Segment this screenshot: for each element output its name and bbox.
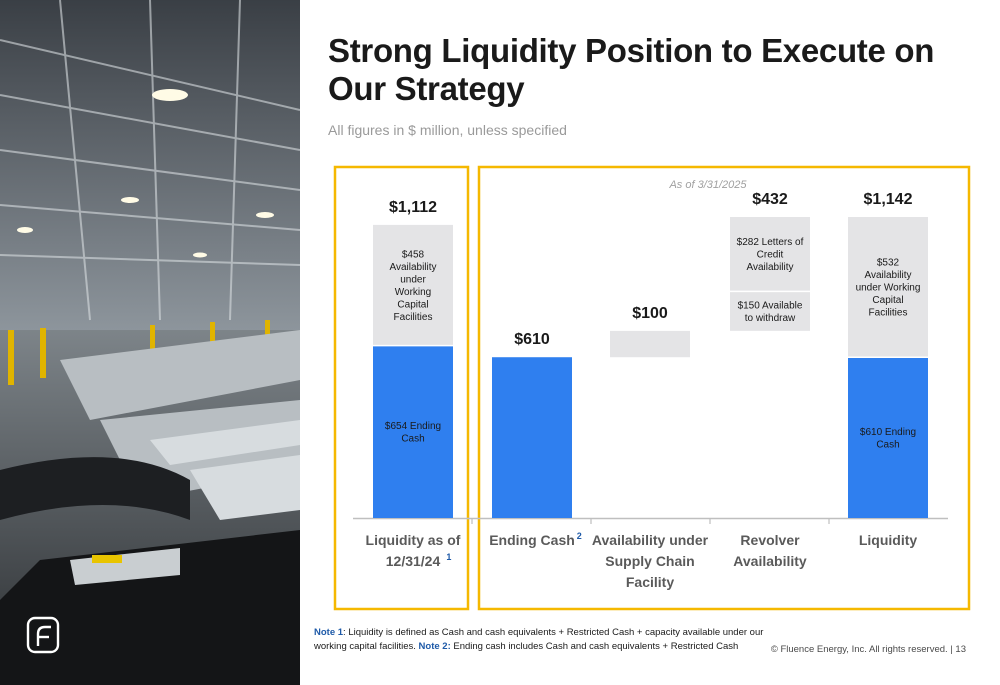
note1-text: : Liquidity is defined as Cash and cash … bbox=[314, 627, 764, 652]
segment-label: Capital bbox=[397, 300, 428, 311]
category-label: Supply Chain bbox=[605, 553, 694, 569]
footer: © Fluence Energy, Inc. All rights reserv… bbox=[771, 644, 966, 655]
note2-text: Ending cash includes Cash and cash equiv… bbox=[450, 641, 739, 652]
segment-label: under Working bbox=[856, 283, 921, 294]
footer-separator: | bbox=[950, 644, 953, 655]
footnotes: Note 1: Liquidity is defined as Cash and… bbox=[314, 626, 784, 654]
bar-segment bbox=[848, 357, 928, 518]
category-label: Facility bbox=[626, 574, 674, 590]
note1-label: Note 1 bbox=[314, 627, 344, 638]
segment-label: Cash bbox=[876, 439, 899, 450]
as-of-label: As of 3/31/2025 bbox=[668, 179, 747, 191]
category-label: Liquidity as of bbox=[366, 532, 461, 548]
segment-label: $150 Available bbox=[738, 300, 803, 311]
bar-segment bbox=[373, 224, 453, 346]
category-label: 12/31/24 bbox=[386, 553, 441, 569]
page-title: Strong Liquidity Position to Execute on … bbox=[328, 32, 935, 107]
segment-label: Facilities bbox=[394, 312, 433, 323]
bar-total-label: $1,112 bbox=[389, 199, 437, 216]
copyright-text: © Fluence Energy, Inc. All rights reserv… bbox=[770, 644, 948, 655]
category-label: Liquidity bbox=[859, 532, 918, 548]
bar-segment bbox=[610, 330, 690, 358]
segment-label: $458 bbox=[402, 250, 425, 261]
page-subtitle: All figures in $ million, unless specifi… bbox=[328, 122, 567, 138]
warehouse-photo bbox=[0, 0, 300, 685]
segment-label: Cash bbox=[401, 434, 424, 445]
category-label: Revolver bbox=[740, 532, 800, 548]
segment-label: Working bbox=[395, 287, 432, 298]
highlight-frame-current bbox=[477, 165, 971, 611]
bar-total-label: $100 bbox=[632, 305, 668, 322]
category-label: Ending Cash bbox=[489, 532, 575, 548]
segment-label: $654 Ending bbox=[385, 421, 441, 432]
segment-label: $532 bbox=[877, 258, 900, 269]
category-label: Availability under bbox=[592, 532, 709, 548]
bar-segment bbox=[373, 345, 453, 518]
category-label: Availability bbox=[733, 553, 807, 569]
bar-total-label: $610 bbox=[514, 331, 550, 348]
segment-label: $282 Letters of bbox=[737, 237, 804, 248]
category-footnote-ref: 1 bbox=[446, 552, 451, 562]
bar-segment bbox=[730, 291, 810, 331]
liquidity-chart: As of 3/31/2025$654 EndingCash$458Availa… bbox=[333, 165, 971, 611]
bar-total-label: $1,142 bbox=[864, 191, 913, 208]
bar-segment bbox=[492, 357, 572, 518]
segment-label: $610 Ending bbox=[860, 427, 916, 438]
segment-label: Availability bbox=[746, 262, 793, 273]
segment-label: Availability bbox=[864, 270, 911, 281]
note2-label: Note 2: bbox=[418, 641, 451, 652]
highlight-frame-prior bbox=[333, 165, 470, 611]
segment-label: Availability bbox=[389, 262, 436, 273]
segment-label: Facilities bbox=[869, 308, 908, 319]
segment-label: Credit bbox=[757, 250, 784, 261]
fluence-logo-icon bbox=[26, 616, 60, 654]
bar-segment bbox=[730, 217, 810, 292]
page-number: 13 bbox=[955, 644, 966, 655]
segment-label: Capital bbox=[872, 295, 903, 306]
bar-total-label: $432 bbox=[752, 191, 788, 208]
segment-label: to withdraw bbox=[745, 313, 796, 324]
category-footnote-ref: 2 bbox=[577, 531, 582, 541]
segment-label: under bbox=[400, 275, 426, 286]
bar-segment bbox=[848, 217, 928, 358]
